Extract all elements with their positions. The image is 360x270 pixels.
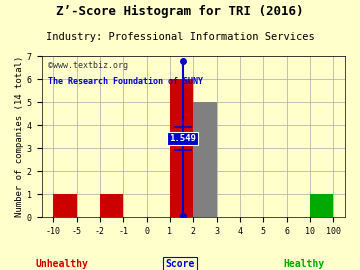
Text: Score: Score [165,259,195,269]
Text: Unhealthy: Unhealthy [36,259,89,269]
Text: Industry: Professional Information Services: Industry: Professional Information Servi… [46,32,314,42]
Y-axis label: Number of companies (14 total): Number of companies (14 total) [15,56,24,217]
Text: The Research Foundation of SUNY: The Research Foundation of SUNY [48,77,203,86]
Bar [53,194,77,217]
Bar [170,79,193,217]
Text: Z’-Score Histogram for TRI (2016): Z’-Score Histogram for TRI (2016) [56,5,304,18]
Text: 1.549: 1.549 [169,134,196,143]
Text: ©www.textbiz.org: ©www.textbiz.org [48,61,127,70]
Text: Healthy: Healthy [283,259,324,269]
Bar [310,194,333,217]
Bar [193,102,217,217]
Bar [100,194,123,217]
